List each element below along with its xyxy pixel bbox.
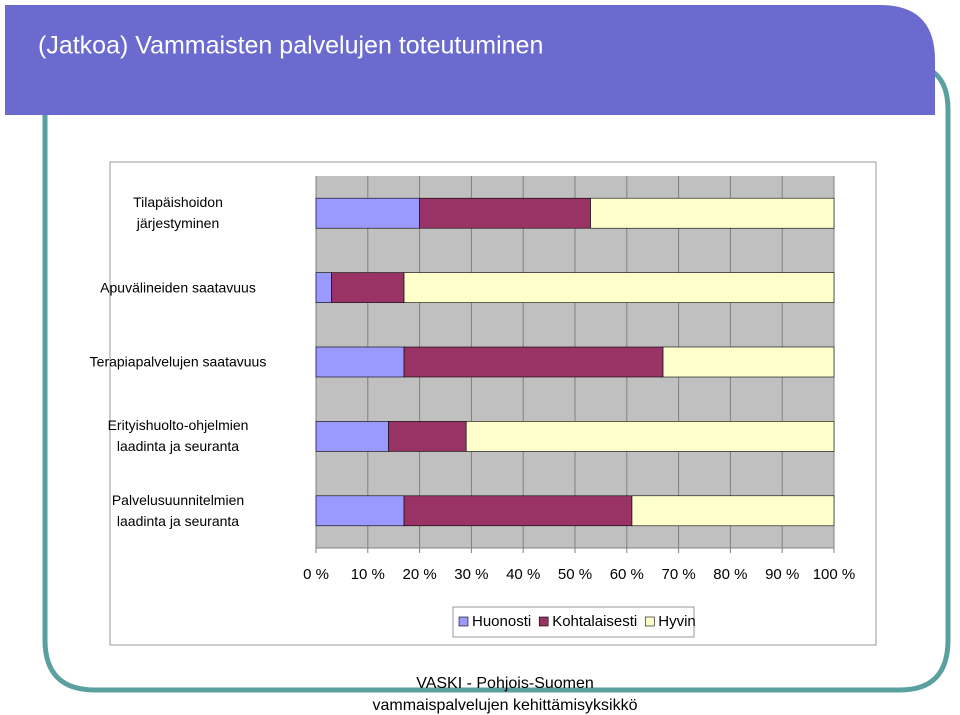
- bar-segment: [315, 421, 389, 452]
- bar-segment: [403, 346, 664, 378]
- bar-segment: [465, 421, 835, 452]
- bar-segment: [315, 346, 405, 378]
- x-tick-label: 50 %: [558, 566, 592, 583]
- y-tick-label: Apuvälineiden saatavuus: [100, 279, 256, 296]
- chart: 0 % 10 % 20 % 30 % 40 % 50 % 60 % 70 % 80 % 90 % 1…: [303, 176, 856, 638]
- bar-segment: [403, 495, 633, 527]
- bar-segment: [388, 421, 467, 452]
- y-tick-label: Terapiapalvelujen saatavuus: [89, 353, 267, 370]
- y-tick-label: Erityishuolto-ohjelmien laadinta ja seur…: [107, 417, 249, 455]
- bar-segment: [631, 495, 835, 527]
- x-tick-label: 0 %: [303, 566, 329, 583]
- x-tick-label: 40 %: [506, 566, 540, 583]
- bar-segment: [315, 197, 420, 229]
- footer-line: VASKI - Pohjois-Suomen: [416, 675, 594, 692]
- slide-title: (Jatkoa) Vammaisten palvelujen toteutumi…: [38, 32, 543, 60]
- x-tick-label: 60 %: [610, 566, 644, 583]
- legend-swatch: [644, 616, 655, 627]
- bar-segment: [590, 197, 835, 229]
- bar-segment: [403, 272, 835, 303]
- bar-segment: [315, 495, 405, 527]
- y-tick-label: Tilapäishoidon järjestyminen: [133, 194, 223, 232]
- x-tick-label: 20 %: [402, 566, 436, 583]
- x-tick-label: 10 %: [351, 566, 385, 583]
- header-band: [5, 5, 935, 115]
- y-tick-label: Palvelusuunnitelmien laadinta ja seurant…: [111, 491, 245, 529]
- legend-label: Huonosti: [472, 613, 531, 630]
- x-tick-label: 100 %: [813, 566, 856, 583]
- footer-line: vammaispalvelujen kehittämisyksikkö: [373, 697, 638, 714]
- legend-swatch: [538, 616, 549, 627]
- bar-segment: [419, 197, 591, 229]
- bar-segment: [331, 272, 405, 303]
- x-tick-label: 80 %: [713, 566, 747, 583]
- x-tick-label: 70 %: [661, 566, 695, 583]
- legend-swatch: [458, 616, 469, 627]
- bar-segment: [315, 272, 332, 303]
- legend-label: Kohtalaisesti: [552, 613, 637, 630]
- bar-segment: [662, 346, 835, 378]
- x-tick-label: 90 %: [765, 566, 799, 583]
- x-tick-label: 30 %: [454, 566, 488, 583]
- slide-border: [42, 67, 951, 693]
- legend-label: Hyvin: [658, 613, 696, 630]
